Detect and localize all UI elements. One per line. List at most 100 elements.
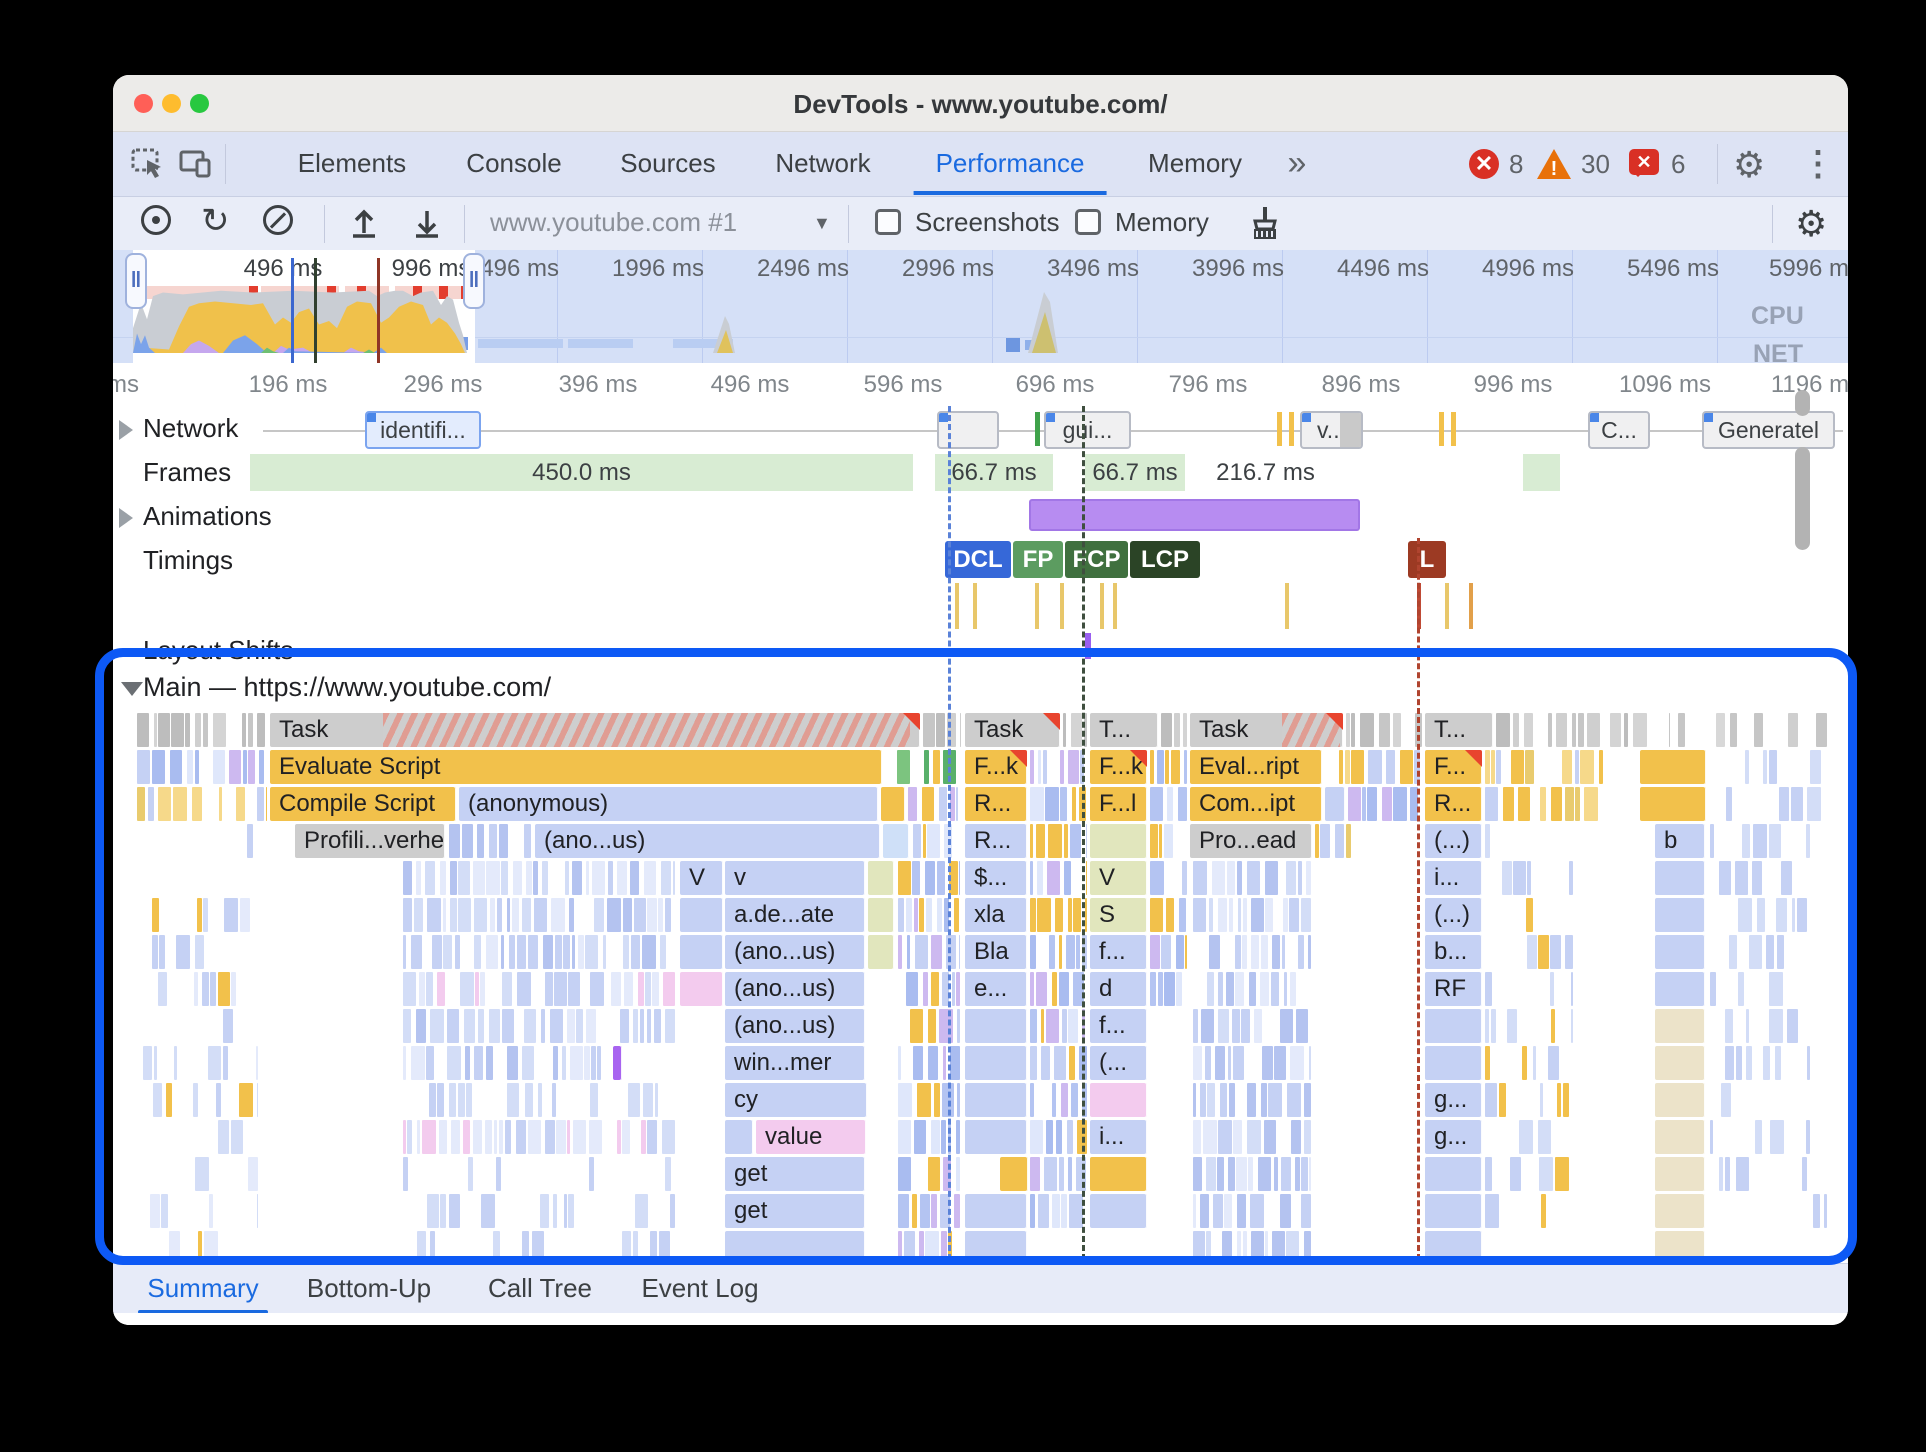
flame-segment[interactable] <box>1655 1009 1705 1043</box>
flame-segment[interactable]: (ano...us) <box>725 935 865 969</box>
timing-badge-lcp[interactable]: LCP <box>1130 541 1200 578</box>
frame-block[interactable]: 66.7 ms <box>935 454 1053 491</box>
inspect-element-icon[interactable] <box>131 148 165 180</box>
kebab-menu-icon[interactable]: ⋮ <box>1801 145 1835 183</box>
more-tabs-icon[interactable]: » <box>1287 144 1307 182</box>
flame-segment[interactable]: Profili...verhead <box>295 824 445 858</box>
flame-segment[interactable]: $... <box>965 861 1027 895</box>
close-window-button[interactable] <box>134 94 153 113</box>
flame-segment[interactable]: v <box>725 861 865 895</box>
flame-segment[interactable]: g... <box>1425 1120 1482 1154</box>
flame-segment[interactable] <box>868 898 894 932</box>
timing-badge-fp[interactable]: FP <box>1013 541 1063 578</box>
flame-segment[interactable]: cy <box>725 1083 867 1117</box>
flame-segment[interactable]: Task <box>270 713 920 747</box>
bottom-tab-bottom-up[interactable]: Bottom-Up <box>306 1273 432 1303</box>
flame-segment[interactable]: Evaluate Script <box>270 750 882 784</box>
flame-segment[interactable] <box>1655 1231 1705 1263</box>
flame-segment[interactable]: Eval...ript <box>1190 750 1322 784</box>
clear-icon[interactable] <box>263 205 293 235</box>
flame-segment[interactable] <box>680 935 723 969</box>
flame-segment[interactable]: f... <box>1090 1009 1147 1043</box>
flame-segment[interactable] <box>883 824 909 858</box>
network-expander-icon[interactable] <box>119 420 143 440</box>
flame-segment[interactable] <box>1655 861 1705 895</box>
flame-segment[interactable]: b <box>1655 824 1705 858</box>
flame-segment[interactable] <box>1425 1194 1482 1228</box>
flame-segment[interactable] <box>1090 1194 1147 1228</box>
timing-badge-fcp[interactable]: FCP <box>1065 541 1128 578</box>
flame-segment[interactable]: a.de...ate <box>725 898 865 932</box>
flame-segment[interactable]: (...) <box>1425 898 1482 932</box>
animation-bar[interactable] <box>1029 499 1360 531</box>
flame-segment[interactable] <box>965 1231 1027 1263</box>
flame-segment[interactable]: R... <box>965 787 1027 821</box>
flame-segment[interactable]: value <box>756 1120 866 1154</box>
memory-checkbox[interactable] <box>1075 209 1101 235</box>
tab-sources[interactable]: Sources <box>620 148 716 178</box>
flame-segment[interactable]: e... <box>965 972 1027 1006</box>
frame-block[interactable]: 450.0 ms <box>250 454 913 491</box>
flame-segment[interactable] <box>868 935 894 969</box>
frame-block[interactable]: 216.7 ms <box>1216 459 1315 486</box>
bottom-tab-event-log[interactable]: Event Log <box>641 1273 759 1303</box>
flame-segment[interactable]: get <box>725 1194 865 1228</box>
network-track[interactable]: Network identifi... gui... v... C... Generat… <box>113 406 1848 451</box>
flame-segment[interactable]: F...l <box>1090 787 1147 821</box>
flame-segment[interactable]: Task <box>1190 713 1343 747</box>
flame-segment[interactable]: T... <box>1090 713 1158 747</box>
flame-segment[interactable]: RF <box>1425 972 1482 1006</box>
frame-block[interactable] <box>1523 454 1560 491</box>
screenshots-checkbox[interactable] <box>875 209 901 235</box>
flame-segment[interactable]: R... <box>1425 787 1482 821</box>
timeline-overview[interactable]: 1496 ms 1996 ms 2496 ms 2996 ms 3496 ms 3996 … <box>113 250 1848 363</box>
bottom-tab-call-tree[interactable]: Call Tree <box>487 1273 593 1303</box>
network-request[interactable]: v... <box>1300 411 1363 449</box>
profile-select[interactable]: www.youtube.com #1 <box>490 207 738 237</box>
flame-segment[interactable]: xla <box>965 898 1027 932</box>
flame-segment[interactable] <box>1325 787 1345 821</box>
flame-segment[interactable]: g... <box>1425 1083 1482 1117</box>
flame-segment[interactable] <box>1655 1083 1705 1117</box>
garbage-collect-icon[interactable] <box>1243 203 1283 245</box>
error-count-icon[interactable]: ✕ <box>1469 149 1499 179</box>
animations-expander-icon[interactable] <box>119 508 143 528</box>
flame-segment[interactable]: (anonymous) <box>459 787 878 821</box>
flame-segment[interactable] <box>965 1194 1027 1228</box>
flame-segment[interactable]: V <box>1090 861 1147 895</box>
flame-segment[interactable] <box>680 972 723 1006</box>
flame-segment[interactable] <box>1655 1120 1705 1154</box>
flame-segment[interactable] <box>1655 972 1705 1006</box>
flame-segment[interactable] <box>868 861 894 895</box>
flame-segment[interactable] <box>725 1120 753 1154</box>
network-request[interactable]: gui... <box>1044 411 1131 449</box>
network-request[interactable] <box>937 411 999 449</box>
flame-segment[interactable]: get <box>725 1157 865 1191</box>
flame-segment[interactable] <box>680 898 723 932</box>
main-collapse-icon[interactable] <box>121 682 143 707</box>
flame-segment[interactable] <box>965 1046 1027 1080</box>
flame-segment[interactable] <box>1000 1157 1028 1191</box>
flame-segment[interactable]: f... <box>1090 935 1147 969</box>
timing-badge-dcl[interactable]: DCL <box>945 541 1011 578</box>
layout-shifts-track[interactable]: Layout Shifts <box>113 631 1848 665</box>
flame-segment[interactable] <box>1655 935 1705 969</box>
flame-segment[interactable] <box>965 1009 1027 1043</box>
flame-segment[interactable] <box>881 787 905 821</box>
tab-console[interactable]: Console <box>466 148 562 178</box>
flame-segment[interactable] <box>1425 1231 1482 1263</box>
tab-memory[interactable]: Memory <box>1148 148 1242 178</box>
timing-badge-l[interactable]: L <box>1408 541 1446 578</box>
flame-chart[interactable]: Task Task T... Task T... Evaluate Script F...k… <box>113 712 1848 1263</box>
animations-track[interactable]: Animations <box>113 494 1848 539</box>
flame-segment[interactable]: i... <box>1090 1120 1147 1154</box>
flame-segment[interactable] <box>1090 1083 1147 1117</box>
issues-icon[interactable]: ✕ <box>1629 149 1659 177</box>
flame-segment[interactable]: (ano...us) <box>725 1009 865 1043</box>
flame-segment[interactable]: i... <box>1425 861 1482 895</box>
flame-segment[interactable] <box>965 1083 1027 1117</box>
flame-segment[interactable]: R... <box>965 824 1027 858</box>
bottom-tab-summary[interactable]: Summary <box>147 1273 259 1303</box>
tracks-scrollbar-thumb[interactable] <box>1795 447 1810 550</box>
capture-settings-gear-icon[interactable]: ⚙ <box>1795 203 1828 244</box>
